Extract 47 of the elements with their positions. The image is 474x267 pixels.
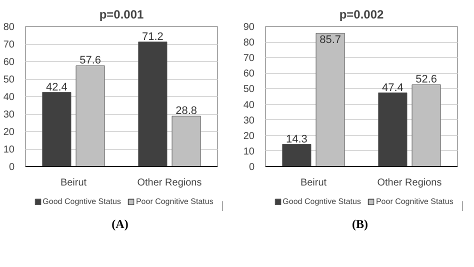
bar xyxy=(316,32,345,166)
data-label: 47.4 xyxy=(382,82,404,94)
y-tick-label: 30 xyxy=(3,110,15,120)
chart-title: p=0.002 xyxy=(339,8,384,22)
y-tick-label: 10 xyxy=(3,144,15,156)
y-tick-label: 20 xyxy=(3,127,15,138)
legend-label: Poor Cognitive Status xyxy=(376,196,454,206)
y-tick-label: 50 xyxy=(243,84,255,96)
data-label: 42.4 xyxy=(46,81,68,94)
y-tick-label: 70 xyxy=(3,40,15,50)
x-tick-label: Other Regions xyxy=(137,178,202,188)
y-tick-label: 80 xyxy=(243,38,255,49)
text: (B) xyxy=(352,216,368,233)
y-tick-label: 40 xyxy=(243,100,255,111)
y-tick-label: 20 xyxy=(243,130,255,142)
x-tick-label: Beirut xyxy=(60,178,87,188)
bar xyxy=(412,84,441,166)
y-tick-label: 50 xyxy=(3,74,15,86)
x-tick-label: Other Regions xyxy=(377,178,442,188)
y-tick-label: 10 xyxy=(243,146,255,158)
y-tick-label: 90 xyxy=(243,22,255,33)
legend-label: Good Cogntive Status xyxy=(282,196,361,206)
data-label: 71.2 xyxy=(142,30,164,43)
legend-label: Poor Cognitive Status xyxy=(136,196,214,206)
data-label: 28.8 xyxy=(176,105,198,118)
data-label: 14.3 xyxy=(286,133,308,146)
bar xyxy=(138,42,168,166)
bar xyxy=(172,116,201,166)
bar xyxy=(378,92,408,166)
y-tick-label: 70 xyxy=(243,53,255,64)
x-tick-label: Beirut xyxy=(300,178,327,188)
bar xyxy=(42,92,72,166)
data-label: 85.7 xyxy=(320,34,342,46)
y-tick-label: 80 xyxy=(3,22,15,33)
y-tick-label: 60 xyxy=(243,68,255,80)
legend-label: Good Cogntive Status xyxy=(42,196,121,206)
bar xyxy=(76,65,105,166)
y-tick-label: 0 xyxy=(8,162,15,173)
y-tick-label: 40 xyxy=(3,92,15,103)
data-label: 52.6 xyxy=(416,74,438,86)
text: (A) xyxy=(112,216,128,233)
data-label: 57.6 xyxy=(80,54,102,67)
y-tick-label: 30 xyxy=(243,115,255,126)
bar xyxy=(282,144,312,166)
y-tick-label: 60 xyxy=(3,57,15,68)
chart-title: p=0.001 xyxy=(99,8,144,22)
y-tick-label: 0 xyxy=(248,162,255,173)
